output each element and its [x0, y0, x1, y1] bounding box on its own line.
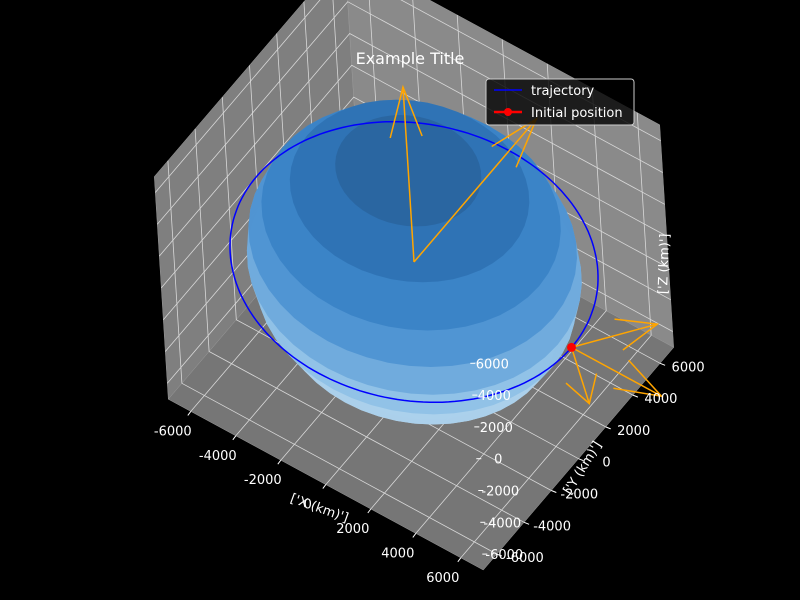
y-tick-mark — [632, 394, 639, 398]
vector-shaft — [402, 87, 415, 263]
y-tick-mark — [605, 426, 611, 430]
z-tick-label: 0 — [494, 453, 502, 468]
x-tick-mark — [277, 459, 282, 465]
y-tick-mark — [551, 490, 557, 493]
x-tick-label: 4000 — [381, 546, 414, 561]
legend-initial-position-label: Initial position — [531, 106, 623, 121]
x-tick-label: -6000 — [154, 424, 192, 439]
grid-line-y — [194, 128, 525, 523]
x-tick-mark — [412, 533, 417, 538]
x-tick-label: -4000 — [199, 449, 237, 464]
x-tick-mark — [187, 411, 192, 416]
x-tick-label: -2000 — [244, 473, 282, 488]
x-tick-mark — [232, 435, 237, 441]
x-tick-label: 0 — [304, 498, 312, 513]
initial-position-marker — [567, 342, 576, 352]
legend-initial-position-marker — [504, 108, 512, 116]
legend-frame — [485, 78, 635, 126]
y-tick-label: -4000 — [533, 519, 571, 534]
legend: trajectory Initial position — [485, 78, 635, 126]
z-tick-label: -6000 — [485, 548, 523, 563]
y-tick-mark — [659, 362, 666, 366]
x-tick-mark — [457, 557, 462, 563]
z-tick-label: 4000 — [478, 389, 511, 404]
y-tick-label: 0 — [602, 456, 610, 471]
vector-shaft — [571, 323, 658, 349]
legend-trajectory-label: trajectory — [531, 84, 595, 99]
vector-shaft — [571, 346, 662, 397]
trajectory-line — [229, 120, 599, 404]
vector-shaft — [570, 347, 591, 404]
grid-line-x — [460, 112, 652, 559]
grid-line-y — [221, 97, 552, 491]
vector-head — [613, 359, 664, 398]
x-tick-mark — [367, 508, 372, 514]
vector-head — [614, 318, 660, 351]
grid-line-z — [158, 32, 665, 257]
grid-line-y — [167, 160, 498, 555]
vector-head — [389, 84, 423, 139]
y-tick-mark — [496, 553, 503, 557]
y-tick-label: 2000 — [617, 424, 650, 439]
z-tick-label: 2000 — [480, 421, 513, 436]
z-tick-label: 6000 — [476, 357, 509, 372]
z-tick-label: -2000 — [481, 485, 519, 500]
y-tick-label: -6000 — [506, 551, 544, 566]
y-tick-label: 4000 — [644, 392, 677, 407]
vector-head — [565, 373, 598, 405]
y-tick-mark — [523, 521, 530, 525]
vector-shaft — [413, 118, 537, 263]
z-axis-label: ['Z (km)'] — [656, 233, 673, 294]
chart-title: Example Title — [356, 49, 465, 68]
y-tick-label: 6000 — [672, 360, 705, 375]
axis-ticks: -6000 -4000 -2000 0 2000 4000 6000 -6000 -4000 -2… — [154, 357, 705, 586]
grid-line-z — [160, 64, 667, 289]
z-tick-label: -4000 — [483, 516, 521, 531]
plot-area — [229, 84, 664, 425]
x-tick-label: 2000 — [336, 522, 369, 537]
x-tick-label: 6000 — [426, 571, 459, 586]
y-tick-label: -2000 — [560, 488, 598, 503]
y-tick-mark — [578, 458, 584, 462]
x-tick-mark — [322, 484, 327, 489]
